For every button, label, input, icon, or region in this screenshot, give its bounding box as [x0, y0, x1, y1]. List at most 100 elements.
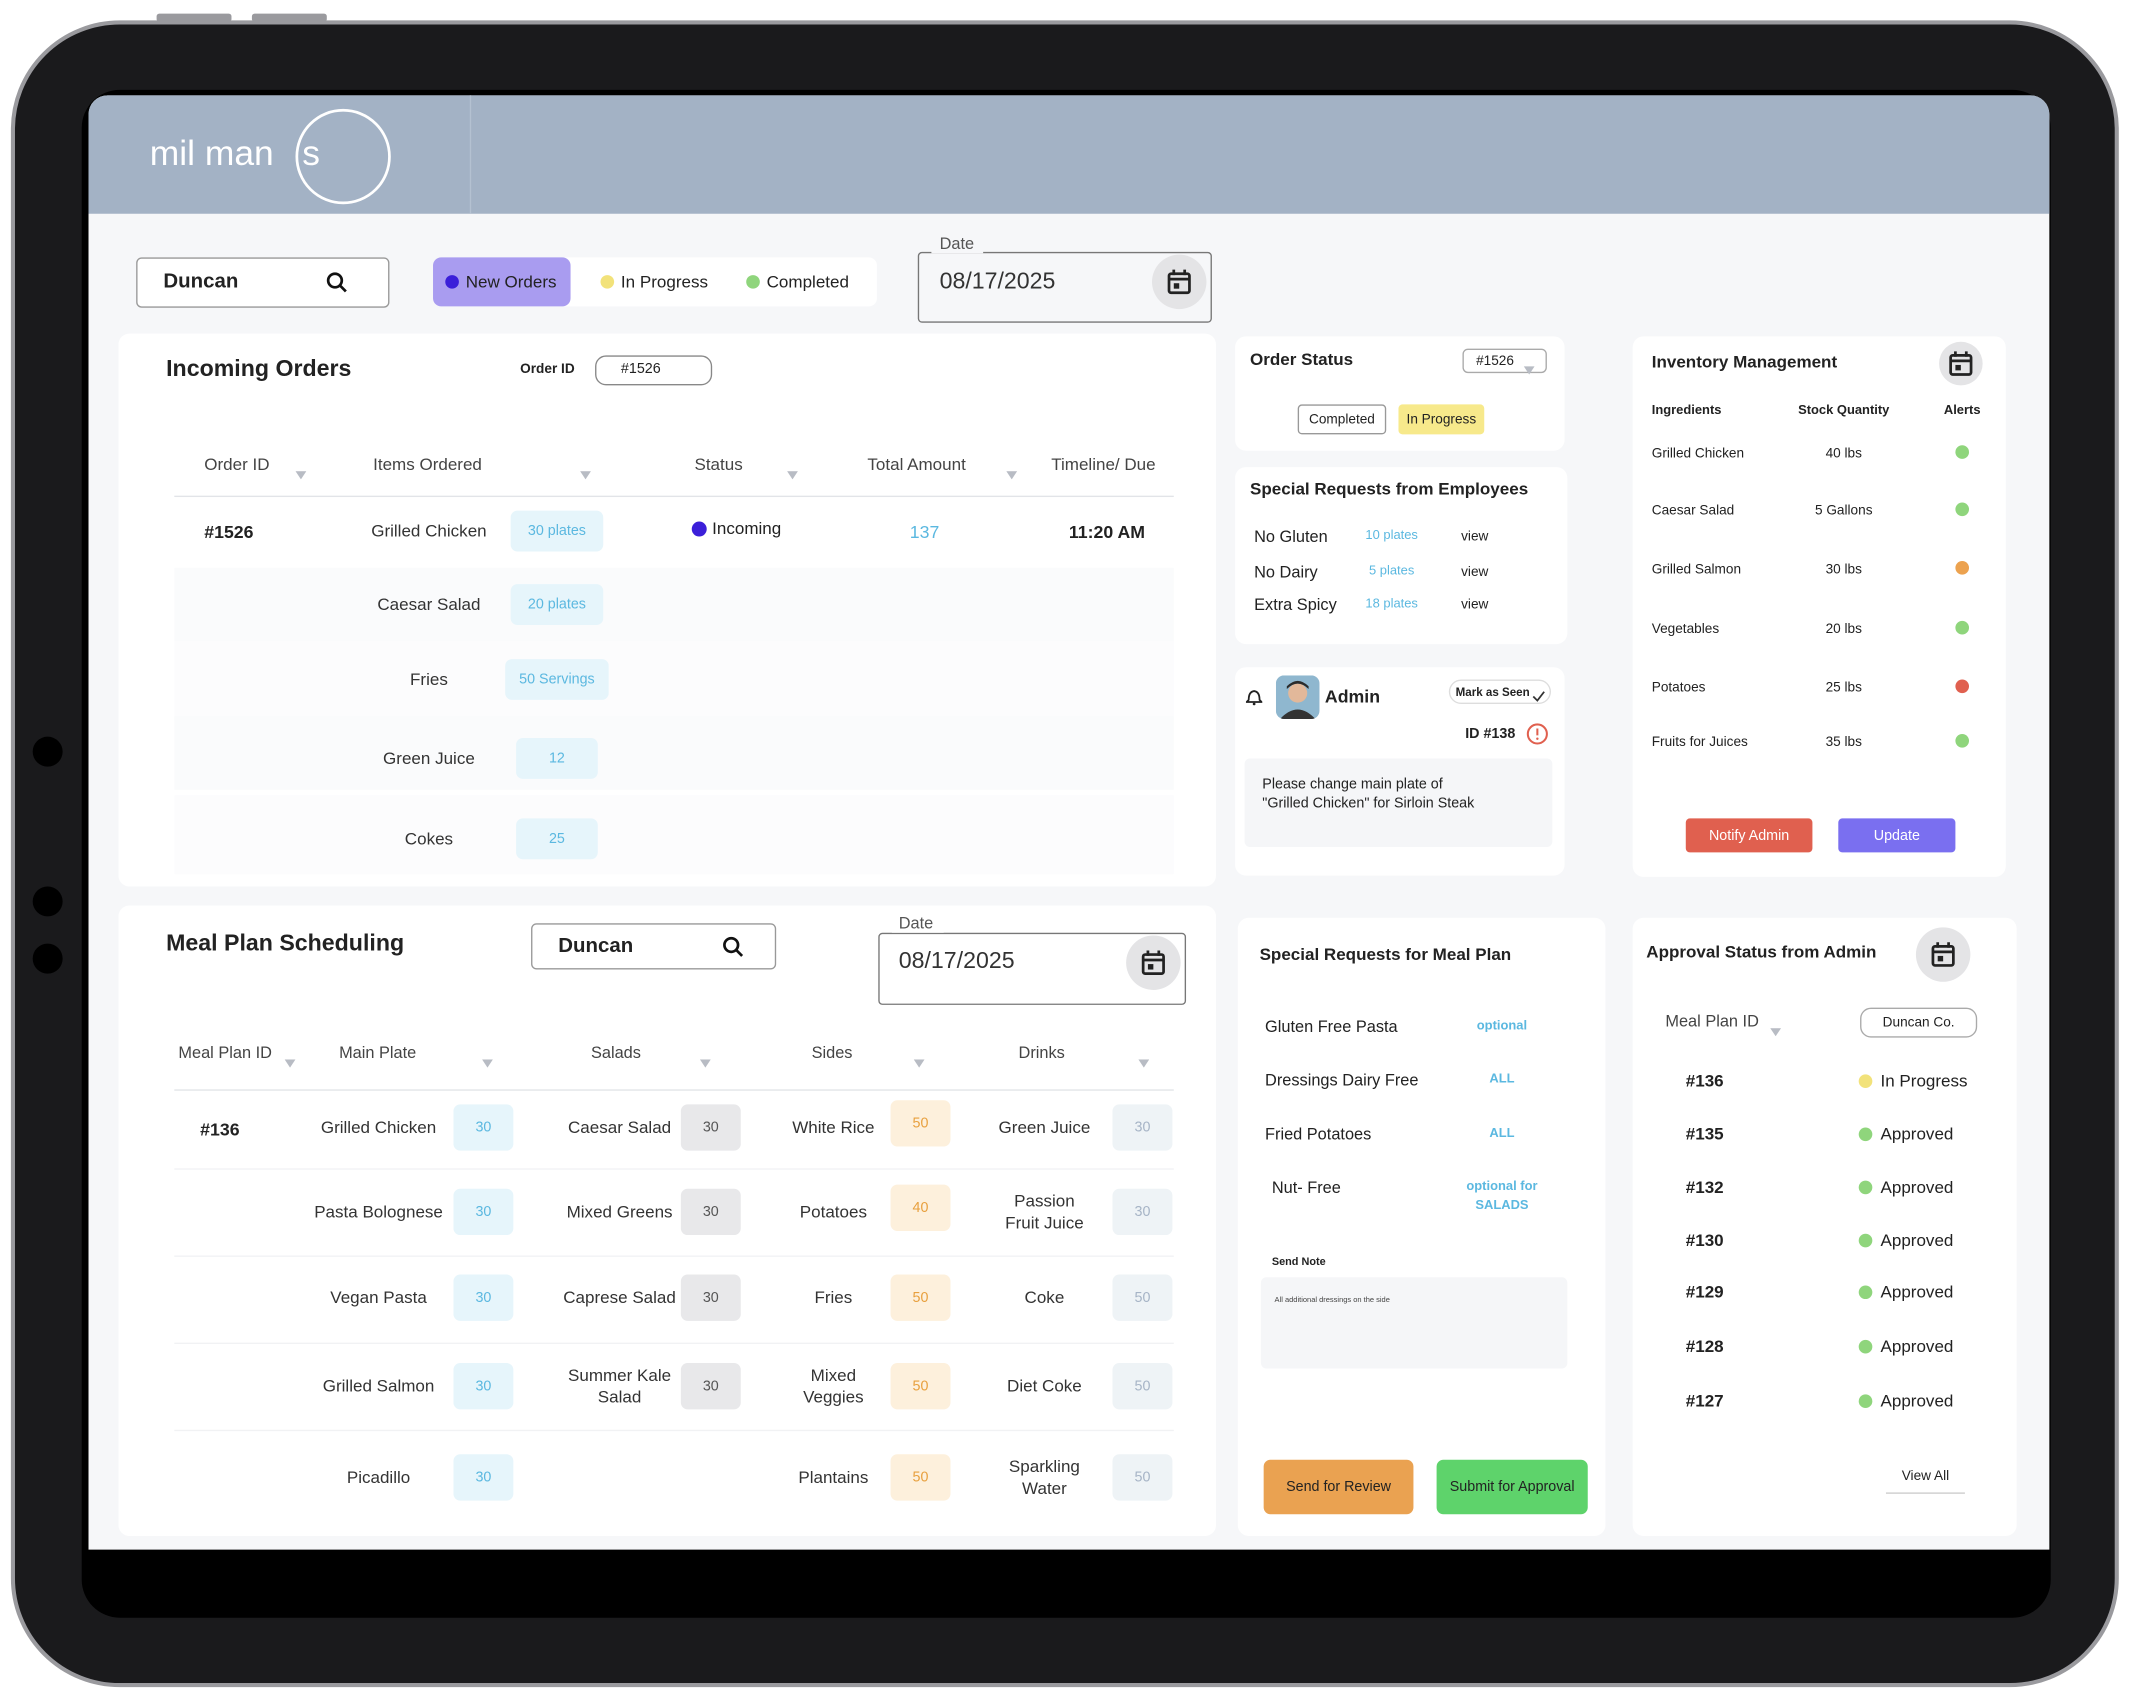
request-qty: 10 plates: [1365, 528, 1418, 544]
main-name: Pasta Bolognese: [314, 1202, 443, 1222]
drink-name: Passion Fruit Juice: [1005, 1191, 1084, 1233]
sort-arrow: [580, 462, 591, 480]
calendar-icon: [1931, 941, 1956, 968]
item-qty: 12: [548, 750, 565, 767]
column-header: Items Ordered: [373, 454, 482, 474]
salad-qty-pill: [680, 1363, 741, 1410]
search-box[interactable]: [136, 257, 390, 308]
search-box[interactable]: [531, 923, 777, 970]
mark-seen-button[interactable]: [1448, 679, 1551, 704]
item-name: Caesar Salad: [377, 595, 481, 615]
date-label-bg: [891, 913, 944, 933]
order-id-field[interactable]: [595, 355, 713, 386]
stock-qty: 30 lbs: [1825, 561, 1862, 577]
drink-name: Coke: [1024, 1288, 1065, 1308]
calendar-button[interactable]: [1126, 935, 1181, 990]
status-dot: [1858, 1180, 1873, 1195]
approval-button[interactable]: [1436, 1459, 1588, 1515]
plan-id: #128: [1685, 1337, 1724, 1357]
alert-dot: [1955, 733, 1970, 748]
device-button: [251, 13, 327, 22]
filter-field[interactable]: [1860, 1007, 1978, 1038]
row-rule: [174, 1255, 1174, 1257]
camera: [32, 943, 63, 974]
stock-qty: 5 Gallons: [1814, 503, 1873, 519]
status-dot: [600, 275, 615, 289]
request-name: Fried Potatoes: [1265, 1124, 1372, 1144]
drink-qty: 30: [1134, 1203, 1151, 1221]
note-label: Send Note: [1271, 1255, 1326, 1268]
card: [1235, 467, 1568, 645]
alert-dot: [1955, 561, 1970, 575]
plan-status: Approved: [1880, 1230, 1954, 1251]
item-qty-pill: [510, 510, 604, 552]
view-link[interactable]: view: [1461, 564, 1489, 580]
note-text: All additional dressings on the side: [1274, 1295, 1390, 1304]
calendar-button[interactable]: [1915, 927, 1971, 982]
drink-name: Green Juice: [998, 1117, 1091, 1138]
notification-id: ID #138: [1465, 725, 1516, 743]
side-qty-pill: [890, 1274, 951, 1321]
notify-button[interactable]: [1685, 818, 1813, 853]
date-value: 08/17/2025: [939, 268, 1056, 295]
side-name: Mixed Veggies: [803, 1365, 864, 1407]
column-header: Status: [694, 454, 743, 474]
review-button[interactable]: [1263, 1459, 1414, 1515]
order-due: 11:20 AM: [1068, 520, 1146, 542]
header-bar: [88, 95, 2050, 214]
date-box: [917, 251, 1212, 323]
ingredient-name: Vegetables: [1651, 621, 1720, 637]
view-link[interactable]: view: [1461, 597, 1489, 613]
salad-qty-pill: [680, 1274, 741, 1321]
card: [1632, 917, 2017, 1536]
card-title: Inventory Management: [1651, 352, 1838, 372]
card-title: Meal Plan Scheduling: [166, 930, 405, 956]
main-name: Grilled Chicken: [320, 1117, 437, 1138]
status-dot: [1858, 1285, 1873, 1300]
column-header: Stock Quantity: [1798, 403, 1890, 419]
plan-id: #130: [1685, 1230, 1724, 1251]
row-rule: [174, 1429, 1174, 1432]
note-box[interactable]: [1260, 1277, 1568, 1369]
message-line: "Grilled Chicken" for Sirloin Steak: [1262, 795, 1475, 812]
request-name: Dressings Dairy Free: [1265, 1070, 1419, 1090]
field-label: Meal Plan ID: [1665, 1011, 1759, 1031]
date-label: Date: [898, 913, 934, 933]
status-button[interactable]: [1297, 404, 1387, 435]
calendar-button[interactable]: [1939, 341, 1983, 386]
plan-id: #127: [1685, 1391, 1724, 1411]
update-button[interactable]: [1838, 818, 1956, 853]
main-name: Picadillo: [346, 1467, 411, 1487]
ingredient-name: Potatoes: [1651, 680, 1706, 696]
plan-status: In Progress: [1880, 1071, 1968, 1091]
calendar-icon: [1949, 350, 1974, 377]
header-divider: [469, 95, 472, 214]
order-select-value: #1526: [1476, 353, 1514, 369]
row-stripe: [174, 795, 1174, 875]
salad-qty: 30: [702, 1378, 719, 1395]
column-header: Salads: [590, 1043, 641, 1063]
avatar: [1275, 675, 1320, 719]
request-name: Nut- Free: [1271, 1177, 1341, 1197]
update-label: Update: [1873, 827, 1920, 844]
order-select[interactable]: [1462, 348, 1547, 374]
side-qty-pill: [890, 1100, 951, 1147]
plan-status: Approved: [1880, 1282, 1954, 1302]
request-name: Gluten Free Pasta: [1265, 1017, 1398, 1037]
ingredient-name: Caesar Salad: [1651, 503, 1735, 519]
row-rule: [174, 1168, 1174, 1170]
calendar-button[interactable]: [1151, 254, 1207, 310]
header-rule: [174, 1089, 1174, 1091]
order-status: Incoming: [712, 518, 782, 538]
request-note: ALL: [1489, 1126, 1515, 1142]
request-note: optional for SALADS: [1466, 1179, 1538, 1214]
sender-name: Admin: [1324, 685, 1381, 707]
notify-label: Notify Admin: [1708, 827, 1790, 844]
drink-qty-pill: [1112, 1454, 1173, 1501]
status-button[interactable]: [1398, 404, 1485, 435]
card: [1632, 336, 2006, 877]
view-link[interactable]: view: [1461, 529, 1489, 544]
request-name: Extra Spicy: [1254, 595, 1337, 615]
view-all-link[interactable]: View All: [1901, 1468, 1950, 1484]
drink-qty: 50: [1134, 1469, 1151, 1486]
